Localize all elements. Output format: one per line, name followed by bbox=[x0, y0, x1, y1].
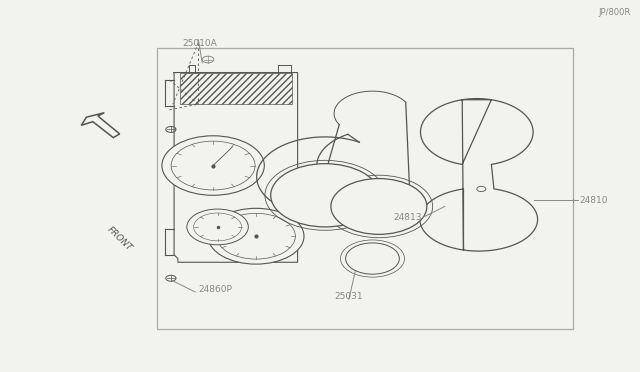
Text: 24813: 24813 bbox=[394, 213, 422, 222]
Circle shape bbox=[208, 208, 304, 264]
Text: 25031: 25031 bbox=[335, 292, 363, 301]
Bar bbox=[157, 48, 573, 329]
Bar bbox=[180, 73, 292, 104]
Text: FRONT: FRONT bbox=[106, 225, 134, 253]
Circle shape bbox=[271, 164, 380, 227]
Circle shape bbox=[187, 209, 248, 245]
Text: 24860P: 24860P bbox=[198, 285, 232, 294]
Text: 24810: 24810 bbox=[579, 196, 608, 205]
Circle shape bbox=[346, 243, 399, 274]
Text: 25010A: 25010A bbox=[182, 39, 217, 48]
Circle shape bbox=[331, 179, 427, 234]
Circle shape bbox=[162, 136, 264, 195]
Text: JP/800R: JP/800R bbox=[598, 8, 630, 17]
